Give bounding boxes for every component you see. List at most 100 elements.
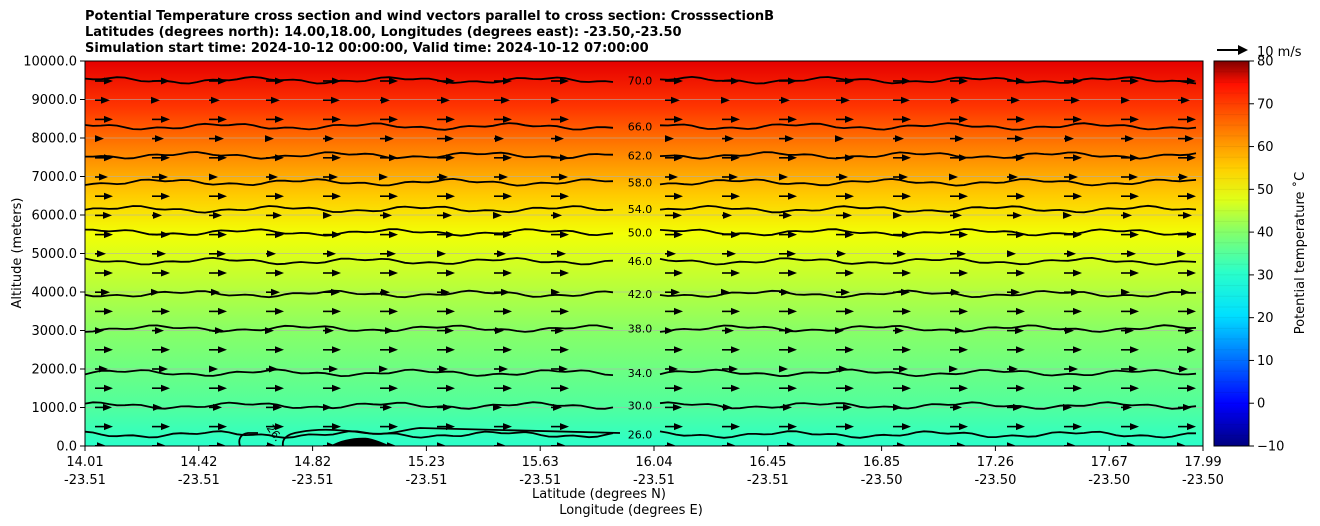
wind-vector-head bbox=[218, 77, 227, 85]
wind-vector-head bbox=[265, 327, 274, 335]
x-tick-label-lat: 14.42 bbox=[180, 455, 217, 470]
wind-vector-head bbox=[1187, 269, 1196, 277]
wind-vector-head bbox=[667, 442, 676, 446]
wind-vector-head bbox=[1130, 154, 1139, 162]
wind-vector-head bbox=[665, 327, 674, 335]
contour-label: 30.0 bbox=[628, 400, 653, 413]
wind-vector-head bbox=[99, 365, 108, 373]
wind-vector-head bbox=[845, 269, 854, 277]
wind-vector-head bbox=[731, 346, 740, 354]
wind-vector-head bbox=[1125, 135, 1134, 143]
wind-vector-head bbox=[269, 365, 278, 373]
wind-vector-head bbox=[218, 269, 227, 277]
x-tick-label-lat: 17.67 bbox=[1091, 455, 1128, 470]
wind-vector-head bbox=[1073, 115, 1082, 123]
wind-vector-head bbox=[1016, 231, 1025, 239]
wind-vector-head bbox=[161, 423, 170, 431]
wind-vector-head bbox=[788, 154, 797, 162]
wind-vector-head bbox=[1130, 307, 1139, 315]
wind-vector-head bbox=[103, 403, 112, 411]
contour-label: 34.0 bbox=[628, 367, 653, 380]
wind-vector-head bbox=[560, 346, 569, 354]
wind-vector-head bbox=[499, 173, 508, 181]
wind-vector-head bbox=[899, 173, 908, 181]
wind-vector-head bbox=[557, 250, 566, 258]
wind-vector-head bbox=[95, 135, 104, 143]
contour-line bbox=[85, 204, 1197, 214]
wind-vector-head bbox=[1177, 250, 1186, 258]
wind-vector-head bbox=[729, 365, 738, 373]
wind-vector-head bbox=[785, 135, 794, 143]
wind-vector-head bbox=[1063, 403, 1072, 411]
wind-vector-head bbox=[503, 115, 512, 123]
wind-vector-head bbox=[788, 307, 797, 315]
wind-vector-head bbox=[104, 154, 113, 162]
x-tick-label-lon: -23.50 bbox=[861, 473, 903, 488]
wind-vector-head bbox=[674, 269, 683, 277]
y-tick-label: 6000.0 bbox=[32, 209, 78, 224]
wind-vector-head bbox=[269, 173, 278, 181]
wind-vector-head bbox=[1016, 269, 1025, 277]
wind-vector-head bbox=[161, 77, 170, 85]
wind-vector-head bbox=[1187, 346, 1196, 354]
wind-vector-head bbox=[265, 135, 274, 143]
wind-vector-head bbox=[209, 173, 218, 181]
wind-vector-head bbox=[1016, 77, 1025, 85]
wind-vector-head bbox=[104, 231, 113, 239]
wind-vector-head bbox=[213, 211, 222, 219]
contour-label: 38.0 bbox=[628, 323, 653, 336]
wind-vector-head bbox=[104, 115, 113, 123]
wind-vector-head bbox=[161, 269, 170, 277]
wind-vector-head bbox=[1067, 250, 1076, 258]
x-tick-label-lat: 17.99 bbox=[1184, 455, 1221, 470]
wind-vector-head bbox=[788, 192, 797, 200]
wind-vector-head bbox=[325, 135, 334, 143]
wind-vector-head bbox=[1130, 231, 1139, 239]
wind-vector-head bbox=[101, 288, 110, 296]
wind-vector-head bbox=[332, 231, 341, 239]
x-tick-label-lat: 14.82 bbox=[294, 455, 331, 470]
wind-vector-head bbox=[1073, 346, 1082, 354]
wind-vector-head bbox=[499, 365, 508, 373]
wind-vector-head bbox=[674, 423, 683, 431]
x-axis: 14.01 -23.51 14.42 -23.51 14.82 -23.51 15.23 -2… bbox=[64, 446, 1224, 488]
wind-vector-head bbox=[957, 250, 966, 258]
wind-vector-head bbox=[493, 211, 502, 219]
wind-vector-head bbox=[99, 173, 108, 181]
wind-vector-head bbox=[1073, 192, 1082, 200]
wind-vector-head bbox=[443, 403, 452, 411]
wind-vector-head bbox=[551, 96, 560, 104]
wind-vector-head bbox=[275, 231, 284, 239]
wind-vector-head bbox=[332, 346, 341, 354]
wind-vector-head bbox=[332, 423, 341, 431]
wind-vector-head bbox=[674, 346, 683, 354]
wind-vector-head bbox=[1073, 269, 1082, 277]
wind-vector-head bbox=[1016, 192, 1025, 200]
wind-vector-head bbox=[1127, 250, 1136, 258]
wind-vector-head bbox=[665, 135, 674, 143]
wind-vector-head bbox=[1185, 327, 1194, 335]
wind-vector-head bbox=[1129, 173, 1138, 181]
quiver-key-label: 10 m/s bbox=[1257, 45, 1302, 60]
wind-vector-head bbox=[1187, 231, 1196, 239]
wind-vector-head bbox=[560, 192, 569, 200]
colorbar-tick-label: 10 bbox=[1257, 354, 1274, 369]
wind-vector-head bbox=[497, 250, 506, 258]
wind-vector-head bbox=[731, 231, 740, 239]
wind-vector-head bbox=[501, 288, 510, 296]
wind-vector-head bbox=[446, 77, 455, 85]
wind-vector-head bbox=[161, 384, 170, 392]
wind-vector-head bbox=[674, 384, 683, 392]
wind-vector-head bbox=[727, 442, 736, 446]
wind-vector-head bbox=[560, 77, 569, 85]
wind-vector-head bbox=[267, 250, 276, 258]
colorbar-frame bbox=[1213, 60, 1250, 447]
wind-vector-head bbox=[893, 403, 902, 411]
contour-line bbox=[85, 177, 1197, 187]
wind-vector-head bbox=[1009, 365, 1018, 373]
wind-vector-head bbox=[845, 307, 854, 315]
wind-vector-head bbox=[1013, 403, 1022, 411]
x-tick-label-lat: 15.23 bbox=[408, 455, 445, 470]
wind-vector-head bbox=[674, 307, 683, 315]
wind-vector-head bbox=[323, 403, 332, 411]
